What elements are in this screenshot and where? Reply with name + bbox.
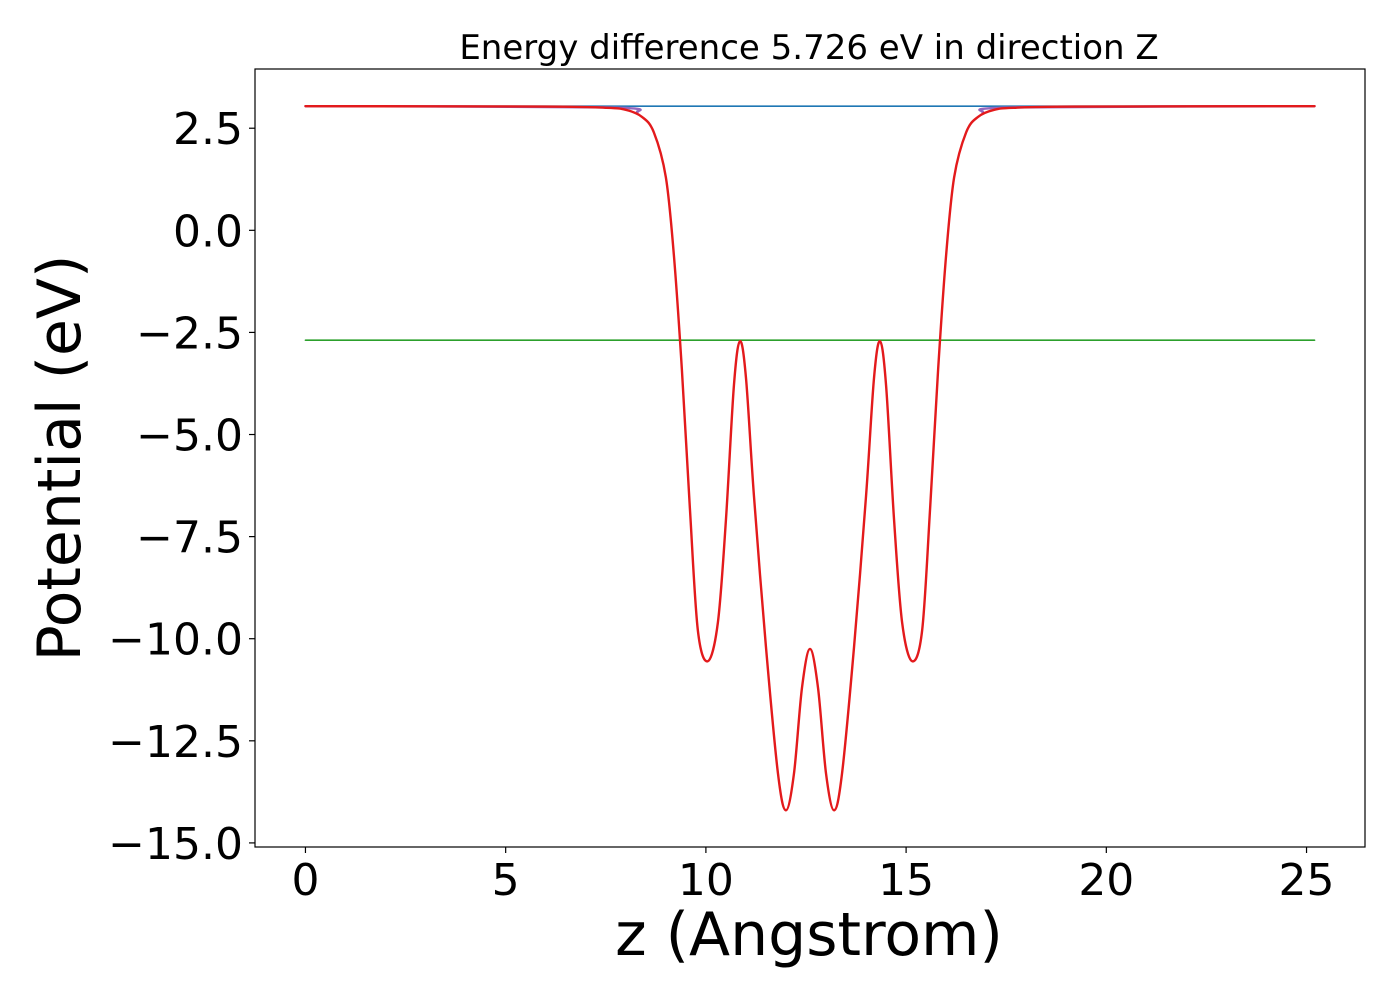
y-tick-label: 2.5	[173, 104, 243, 155]
y-tick-label: −12.5	[108, 717, 243, 768]
x-tick-label: 10	[678, 855, 734, 906]
y-tick-label: −10.0	[108, 615, 243, 666]
chart-title: Energy difference 5.726 eV in direction …	[459, 28, 1158, 68]
series-layer	[304, 104, 1316, 812]
y-tick-label: −15.0	[108, 819, 243, 870]
y-tick-label: −5.0	[136, 411, 243, 462]
x-axis-label: z (Angstrom)	[615, 900, 1003, 970]
x-tick-label: 5	[492, 855, 520, 906]
y-tick-label: 0.0	[173, 206, 243, 257]
x-tick-label: 0	[291, 855, 319, 906]
y-axis-ticks: 2.5 0.0 −2.5 −5.0 −7.5 −10.0 −12.5 −15.0	[108, 104, 255, 870]
x-tick-label: 20	[1078, 855, 1134, 906]
y-tick-label: −7.5	[136, 513, 243, 564]
x-tick-label: 25	[1279, 855, 1335, 906]
x-axis-ticks: 0 5 10 15 20 25	[291, 847, 1335, 906]
y-tick-label: −2.5	[136, 308, 243, 359]
series-line-5	[304, 104, 1316, 812]
y-axis-label: Potential (eV)	[25, 255, 95, 662]
plot-frame	[254, 68, 1366, 848]
x-tick-label: 15	[878, 855, 934, 906]
